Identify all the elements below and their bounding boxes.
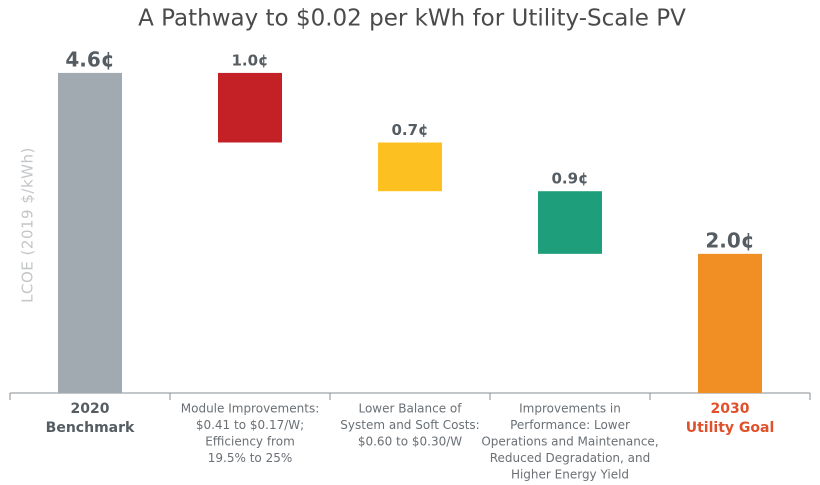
axis (9, 392, 811, 400)
chart-title: A Pathway to $0.02 per kWh for Utility-S… (138, 6, 686, 32)
bar (58, 72, 122, 394)
bar (538, 191, 602, 254)
x-tick-label: Lower Balance of (358, 402, 462, 416)
x-tick-label: 2030 (711, 401, 750, 417)
x-tick-label: Module Improvements: (181, 402, 319, 416)
x-tick-label: 19.5% to 25% (208, 451, 292, 465)
value-label: 4.6¢ (65, 47, 114, 71)
bar (698, 253, 762, 393)
value-label: 0.7¢ (391, 121, 428, 139)
x-tick-label: Efficiency from (205, 435, 295, 449)
x-tick-label: Improvements in (519, 402, 621, 416)
bar (378, 142, 442, 192)
x-tick-label: $0.41 to $0.17/W; (196, 418, 304, 432)
x-tick-label: Utility Goal (686, 420, 775, 436)
value-label: 2.0¢ (705, 228, 754, 252)
x-tick-label: Operations and Maintenance, (481, 435, 658, 449)
x-tick-label: Performance: Lower (510, 418, 630, 432)
x-tick-label: Reduced Degradation, and (490, 451, 651, 465)
value-label: 1.0¢ (231, 51, 268, 69)
x-tick-label: 2020 (71, 401, 110, 417)
bar (218, 72, 282, 143)
value-label: 0.9¢ (551, 170, 588, 188)
x-tick-label: Benchmark (46, 420, 135, 436)
x-tick-label: Higher Energy Yield (511, 468, 629, 482)
x-tick-label: $0.60 to $0.30/W (358, 435, 462, 449)
y-axis-label: LCOE (2019 $/kWh) (19, 147, 37, 303)
x-tick-label: System and Soft Costs: (340, 418, 479, 432)
